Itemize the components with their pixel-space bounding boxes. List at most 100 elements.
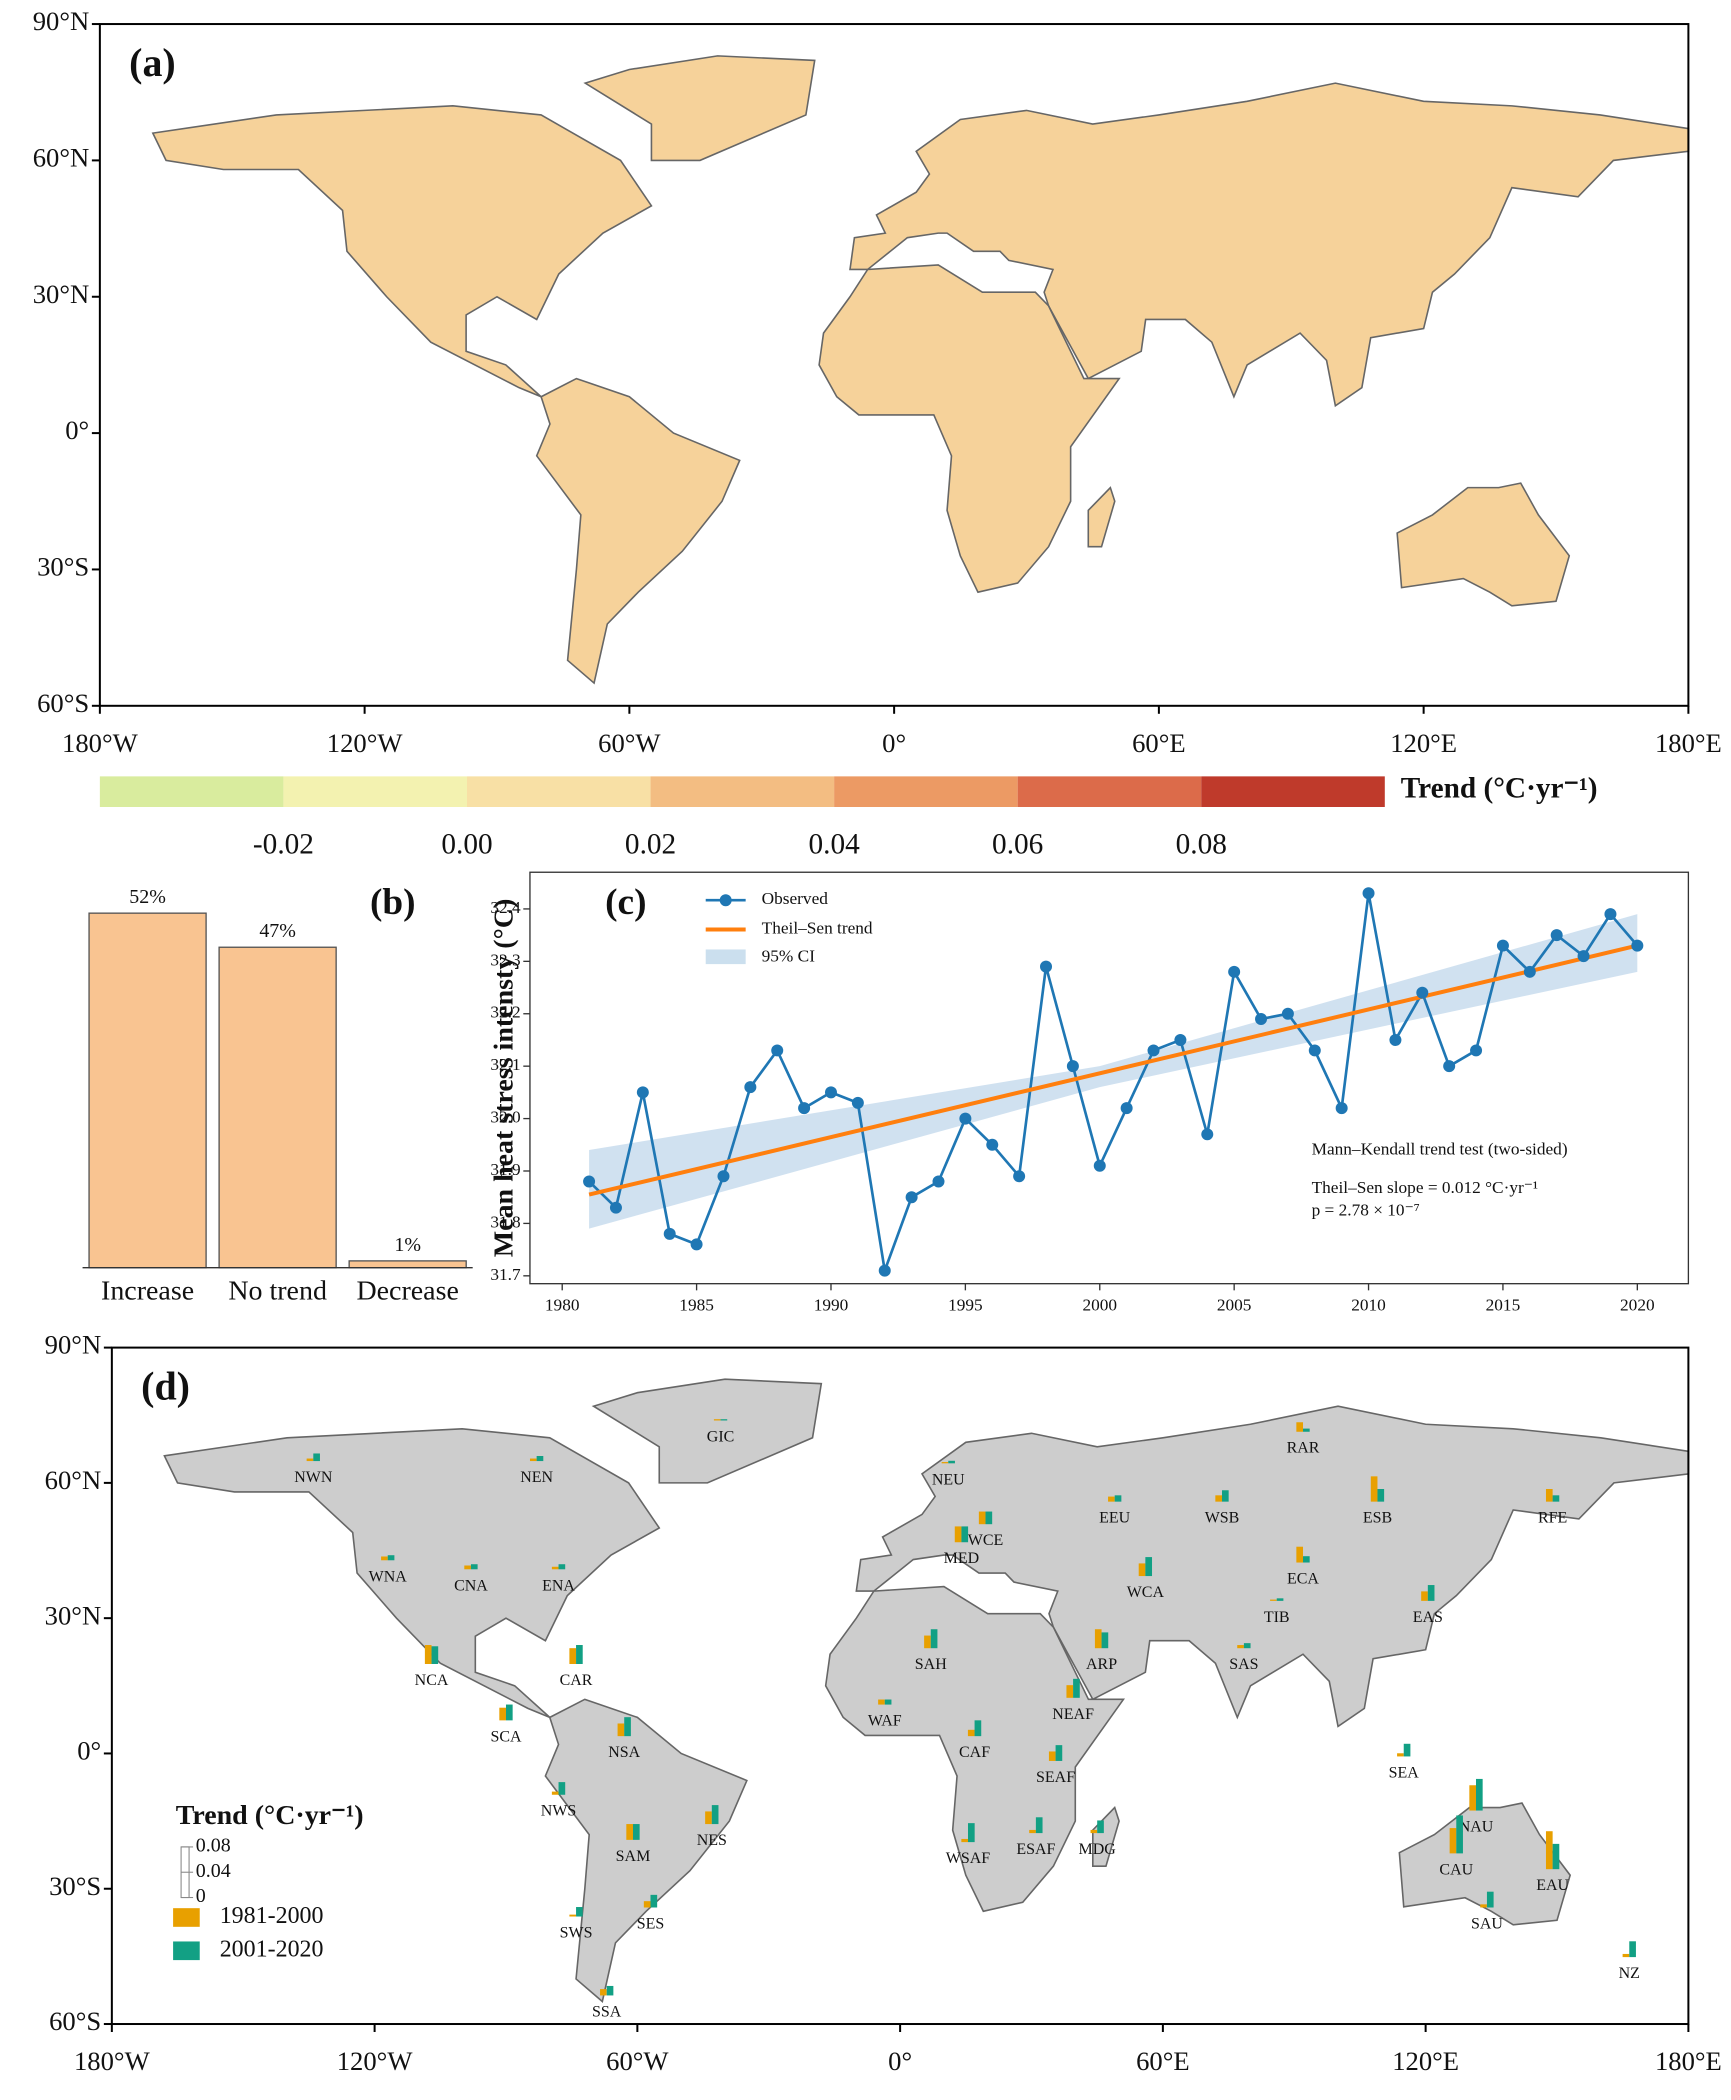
value-label: 47% (259, 920, 296, 942)
region-label: CNA (454, 1577, 488, 1594)
region-label: NEAF (1052, 1706, 1094, 1723)
region-bar (924, 1635, 931, 1649)
scale-tick-label: 0.08 (196, 1835, 231, 1857)
x-tick-label: 180°E (1655, 728, 1722, 758)
region-label: ESB (1363, 1510, 1392, 1527)
data-point (1308, 1044, 1321, 1057)
panel-title: (a) (129, 40, 176, 85)
data-point (1066, 1060, 1079, 1073)
data-point (583, 1175, 596, 1188)
region-label: WSAF (946, 1850, 990, 1867)
region-bar (1035, 1817, 1043, 1834)
region-bar (1055, 1745, 1063, 1761)
colorbar-tick-label: 0.02 (625, 829, 676, 861)
region-bar (1145, 1557, 1153, 1577)
region-label: WCA (1127, 1584, 1165, 1601)
data-point (1389, 1033, 1402, 1046)
x-tick-label: Increase (101, 1275, 194, 1306)
region-bar (536, 1456, 544, 1462)
region-bar (431, 1646, 439, 1664)
region-label: NCA (415, 1672, 449, 1689)
x-tick-label: 120°W (337, 2046, 414, 2076)
region-bar (978, 1511, 986, 1525)
colorbar-label: Trend (°C·yr⁻¹) (1401, 773, 1598, 805)
data-point (1040, 960, 1053, 973)
x-tick-label: 2005 (1217, 1295, 1252, 1314)
landmass (151, 105, 653, 398)
region-label: EAS (1413, 1609, 1443, 1626)
region-bar (600, 1989, 607, 1996)
data-point (1147, 1044, 1160, 1057)
region-bar (954, 1526, 962, 1543)
region-label: SEA (1389, 1764, 1420, 1781)
data-point (986, 1138, 999, 1151)
region-label: EEU (1099, 1510, 1131, 1527)
landmass (849, 82, 1690, 408)
region-bar (650, 1894, 658, 1908)
region-bar (967, 1823, 975, 1843)
data-point (1281, 1007, 1294, 1020)
data-point (1228, 965, 1241, 978)
region-bar (930, 1629, 938, 1649)
region-bar (1552, 1495, 1560, 1502)
landmass (824, 1585, 1126, 1913)
region-label: NSA (608, 1744, 640, 1761)
x-tick-label: 1985 (679, 1295, 714, 1314)
region-label: SCA (490, 1728, 522, 1745)
y-tick-label: 30°S (49, 1871, 101, 1901)
region-bar (967, 1729, 975, 1737)
x-tick-label: No trend (228, 1275, 327, 1306)
region-bar (1138, 1563, 1146, 1577)
region-bar (1303, 1428, 1310, 1432)
y-tick-label: 30°N (45, 1600, 102, 1630)
x-tick-label: 120°E (1392, 2046, 1459, 2076)
region-bar (1377, 1488, 1385, 1502)
x-tick-label: 2020 (1620, 1295, 1655, 1314)
region-bar (705, 1811, 712, 1825)
panel-title: (b) (370, 882, 416, 923)
colorbar-segment (650, 776, 835, 807)
region-bar (576, 1907, 583, 1917)
data-point (1093, 1159, 1106, 1172)
landmass (818, 264, 1121, 594)
region-bar (878, 1699, 885, 1705)
legend-swatch (173, 1941, 200, 1961)
bar (348, 1260, 467, 1269)
region-label: MED (944, 1550, 980, 1567)
x-tick-label: 1995 (948, 1295, 983, 1314)
region-bar (306, 1458, 314, 1462)
series-line (588, 892, 1639, 1276)
region-bar (624, 1717, 631, 1737)
data-point (1255, 1013, 1268, 1025)
region-bar (1486, 1891, 1494, 1908)
colorbar-tick-label: 0.08 (1176, 829, 1227, 861)
x-tick-label: 0° (882, 728, 906, 758)
landmass (1087, 486, 1116, 548)
data-point (1416, 986, 1429, 999)
region-label: CAR (560, 1672, 593, 1689)
colorbar-tick-label: 0.00 (441, 829, 492, 861)
region-bar (529, 1458, 537, 1462)
y-tick-label: 0° (65, 415, 89, 445)
region-bar (1073, 1678, 1080, 1698)
landmass (163, 1427, 661, 1719)
y-tick-label: 90°N (33, 6, 90, 36)
legend-label: Theil–Sen trend (762, 918, 873, 937)
region-label: SWS (560, 1925, 593, 1942)
region-bar (884, 1699, 892, 1705)
region-bar (1270, 1599, 1277, 1601)
y-tick-label: 32.2 (490, 1003, 520, 1022)
region-bar (1215, 1495, 1222, 1502)
region-bar (470, 1564, 478, 1570)
region-bar (1108, 1496, 1115, 1502)
x-tick-label: 1980 (545, 1295, 580, 1314)
y-tick-label: 30°N (33, 279, 90, 309)
scale-tick-label: 0.04 (196, 1860, 231, 1882)
y-tick-label: 60°N (33, 143, 90, 173)
annotation: Theil–Sen slope = 0.012 °C·yr⁻¹ (1312, 1178, 1539, 1197)
region-label: ARP (1086, 1656, 1117, 1673)
region-bar (576, 1645, 583, 1664)
data-point (1013, 1170, 1026, 1183)
data-point (609, 1201, 622, 1214)
